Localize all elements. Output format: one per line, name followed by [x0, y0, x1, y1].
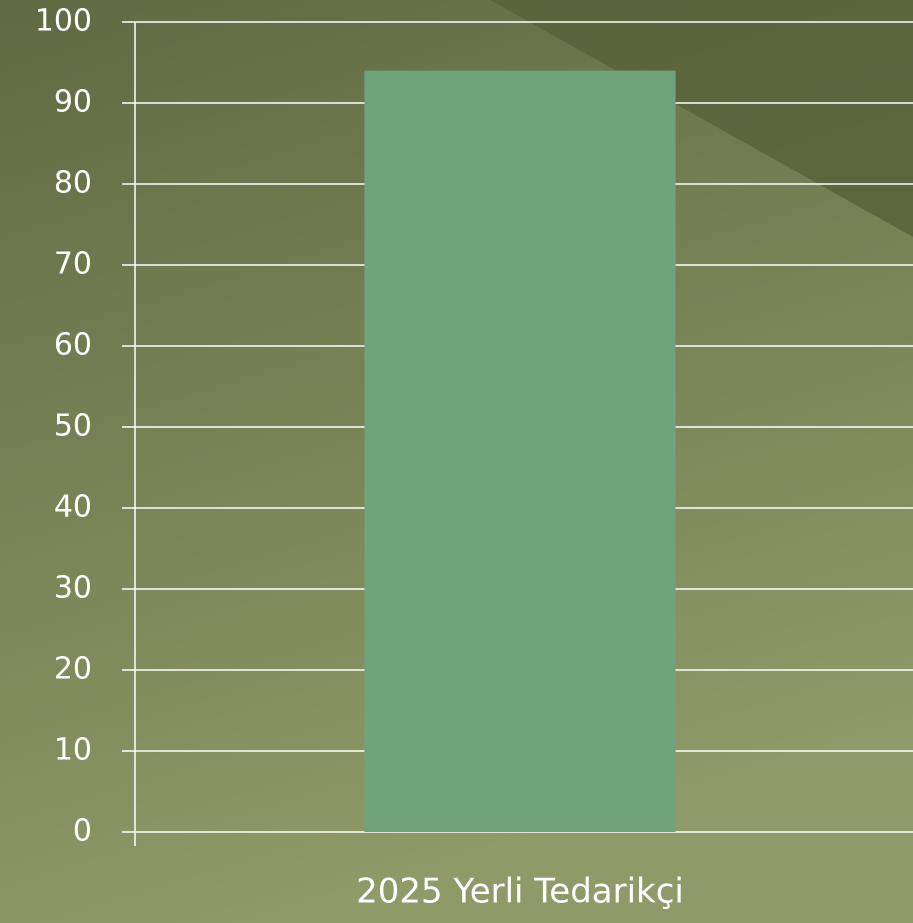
y-tick-label: 10 [54, 733, 92, 768]
y-tick-label: 20 [54, 652, 92, 687]
y-tick-label: 30 [54, 571, 92, 606]
y-tick-label: 0 [73, 814, 92, 849]
y-tick-label: 50 [54, 409, 92, 444]
y-tick-label: 90 [54, 85, 92, 120]
y-tick-label: 70 [54, 247, 92, 282]
x-tick-label: 2025 Yerli Tedarikçi [356, 872, 684, 912]
decor-triangle [490, 0, 913, 237]
y-tick-label: 80 [54, 166, 92, 201]
y-tick-label: 40 [54, 490, 92, 525]
y-tick-label: 60 [54, 328, 92, 363]
bar [364, 70, 676, 833]
y-tick-label: 100 [35, 4, 92, 39]
